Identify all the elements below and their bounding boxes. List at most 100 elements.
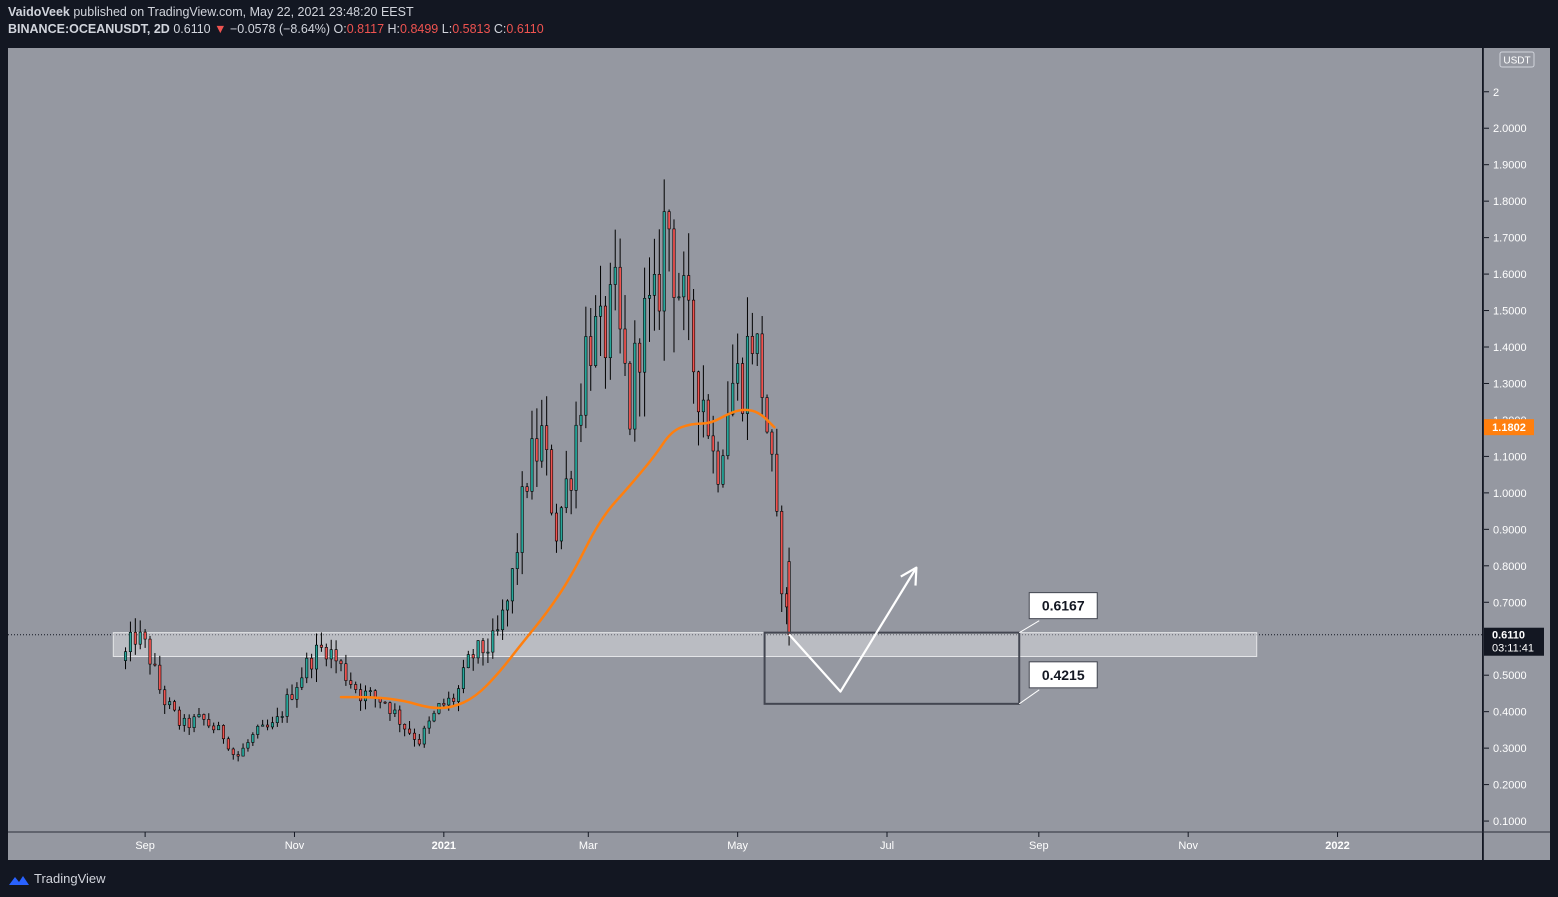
candle <box>687 233 691 341</box>
candle-body <box>231 748 235 755</box>
candle <box>305 652 309 684</box>
candle <box>241 743 245 757</box>
candle <box>589 308 593 391</box>
candle-body <box>408 728 412 734</box>
candle <box>315 633 319 683</box>
candle <box>721 449 725 488</box>
candle-body <box>545 425 549 450</box>
last-price-tag <box>1484 627 1544 656</box>
candle <box>261 719 265 727</box>
projection-layer <box>788 566 918 693</box>
author-name[interactable]: VaidoVeek <box>8 5 70 19</box>
price-callout[interactable]: 0.6167 <box>1018 592 1098 634</box>
y-tick-label: 0.9000 <box>1493 524 1527 536</box>
candle <box>275 707 279 727</box>
candle <box>520 471 524 575</box>
candle-body <box>559 507 563 542</box>
target-box[interactable] <box>763 631 1021 705</box>
candle <box>251 732 255 746</box>
candle-body <box>476 640 480 659</box>
candle-body <box>246 742 250 749</box>
open-value: 0.8117 <box>346 22 385 36</box>
candle <box>696 370 700 446</box>
candle-body <box>530 438 534 492</box>
candle <box>452 693 456 706</box>
candle <box>525 482 529 499</box>
candle-body <box>187 717 191 728</box>
projection-path[interactable] <box>788 567 918 693</box>
candle <box>461 659 465 694</box>
candle <box>383 701 387 705</box>
candle-body <box>496 629 500 632</box>
candle <box>692 288 696 404</box>
callout-pointer <box>1018 620 1040 634</box>
candle <box>711 415 715 474</box>
y-tick-label: 1.1000 <box>1493 451 1527 463</box>
candle-body <box>687 275 691 301</box>
callout-pointer <box>1018 689 1040 705</box>
candle <box>393 703 397 717</box>
candle-body <box>662 211 666 312</box>
footer-brand[interactable]: TradingView <box>34 871 106 886</box>
y-tick-label: 0.7000 <box>1493 597 1527 609</box>
candle <box>339 659 343 672</box>
candle <box>667 209 671 272</box>
candle <box>221 724 225 744</box>
candle-body <box>427 720 431 729</box>
candle-body <box>701 399 705 413</box>
candle <box>163 685 167 714</box>
candle-body <box>324 647 328 660</box>
price-callout[interactable]: 0.4215 <box>1018 661 1098 705</box>
candle-body <box>339 660 343 665</box>
candle-body <box>124 651 128 661</box>
plot-area[interactable] <box>8 48 1482 832</box>
candle <box>172 699 176 712</box>
tradingview-logo-icon[interactable] <box>8 873 30 887</box>
candle-body <box>760 333 764 398</box>
y-tick-label: 0.4000 <box>1493 707 1527 719</box>
candle <box>638 338 642 417</box>
moving-average-line[interactable] <box>339 408 776 710</box>
candle <box>417 733 421 747</box>
price-axis[interactable] <box>1484 48 1550 860</box>
price-chart[interactable]: 0.10000.20000.30000.40000.50000.60000.70… <box>0 44 1558 862</box>
candle-body <box>457 688 461 702</box>
x-tick-label: Sep <box>1029 840 1049 852</box>
high-label: H: <box>387 22 401 36</box>
candle-body <box>648 295 652 299</box>
y-tick-label: 0.5000 <box>1493 670 1527 682</box>
candle-body <box>535 438 539 462</box>
candle <box>569 470 573 515</box>
candle-body <box>633 342 637 430</box>
candle-body <box>682 275 686 298</box>
candle-body <box>550 449 554 514</box>
candle-body <box>613 266 617 285</box>
callout-box <box>1028 661 1098 689</box>
candle <box>207 713 211 729</box>
currency-tag <box>1499 51 1535 68</box>
moving-average-layer <box>339 408 776 710</box>
candle-body <box>579 414 583 426</box>
candle-body <box>618 266 622 330</box>
candle-body <box>398 709 402 725</box>
candle <box>246 739 250 752</box>
candle <box>153 653 157 667</box>
candle-body <box>226 738 230 750</box>
x-tick-label: May <box>727 840 748 852</box>
candle <box>643 267 647 417</box>
x-tick-label: Sep <box>135 840 155 852</box>
candle-body <box>403 723 407 730</box>
callout-text: 0.6167 <box>1042 598 1085 614</box>
candle-body <box>334 649 338 662</box>
candle <box>540 399 544 468</box>
candle <box>716 441 720 493</box>
support-zone[interactable] <box>112 632 1258 657</box>
time-axis[interactable] <box>8 832 1482 860</box>
candle <box>623 295 627 376</box>
candle <box>510 568 514 614</box>
symbol-label[interactable]: BINANCE:OCEANUSDT, 2D <box>8 22 170 36</box>
candle-body <box>525 486 529 492</box>
y-tick-label: 0.8000 <box>1493 561 1527 573</box>
box-layer <box>763 631 1021 705</box>
candle <box>432 710 436 723</box>
